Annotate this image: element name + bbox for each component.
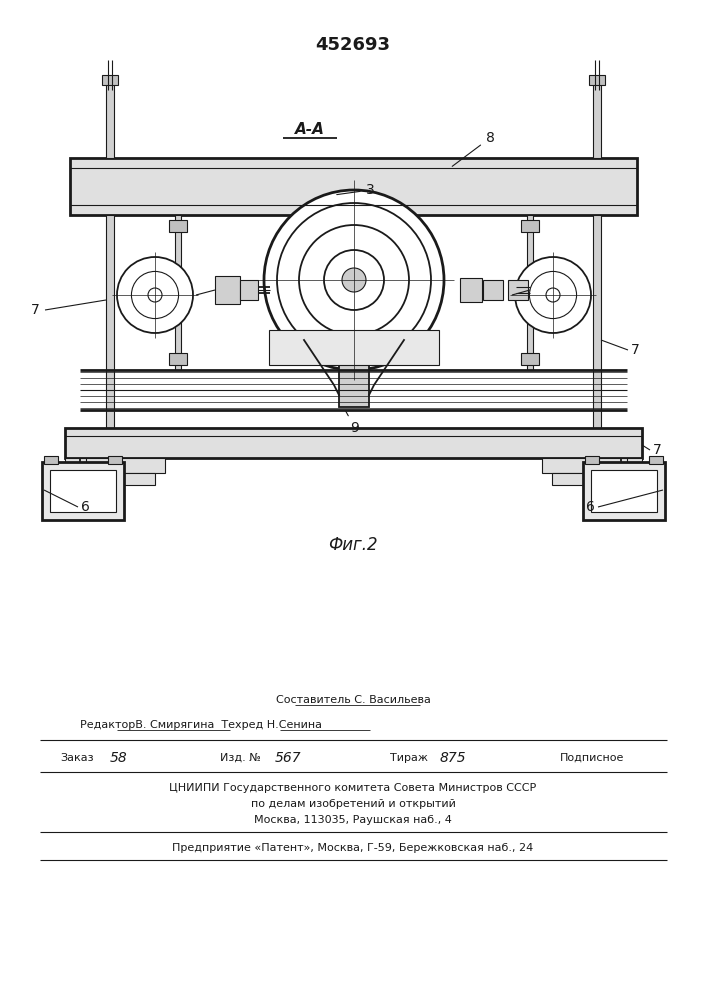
Circle shape xyxy=(117,257,193,333)
Bar xyxy=(70,158,637,215)
Circle shape xyxy=(132,271,179,319)
Circle shape xyxy=(546,288,560,302)
Text: 8: 8 xyxy=(452,131,494,166)
Bar xyxy=(527,215,533,370)
Text: Тираж: Тираж xyxy=(390,753,428,763)
Circle shape xyxy=(515,257,591,333)
Text: 567: 567 xyxy=(275,751,302,765)
Circle shape xyxy=(342,268,366,292)
Text: 58: 58 xyxy=(110,751,128,765)
Bar xyxy=(102,75,118,85)
Circle shape xyxy=(299,225,409,335)
Circle shape xyxy=(148,288,162,302)
Bar xyxy=(240,280,258,300)
Text: РедакторВ. Смирягина  Техред Н.Сенина: РедакторВ. Смирягина Техред Н.Сенина xyxy=(80,720,322,730)
Text: Фиг.2: Фиг.2 xyxy=(328,536,378,554)
Bar xyxy=(583,462,665,520)
Bar xyxy=(483,280,503,300)
Bar xyxy=(169,353,187,365)
Text: A-A: A-A xyxy=(295,122,325,137)
Text: по делам изобретений и открытий: по делам изобретений и открытий xyxy=(250,799,455,809)
Bar xyxy=(108,456,122,464)
Text: 7: 7 xyxy=(30,303,40,317)
Bar xyxy=(585,456,599,464)
Circle shape xyxy=(277,203,431,357)
Circle shape xyxy=(346,385,362,401)
Bar xyxy=(169,220,187,232)
Bar xyxy=(339,365,369,407)
Bar xyxy=(50,470,116,512)
Bar xyxy=(591,470,657,512)
Text: 452693: 452693 xyxy=(315,36,390,54)
Bar xyxy=(65,458,165,473)
Bar xyxy=(44,456,58,464)
Text: 6: 6 xyxy=(81,500,90,514)
Circle shape xyxy=(324,250,384,310)
Bar xyxy=(593,80,601,158)
Bar xyxy=(593,215,601,428)
Bar xyxy=(175,215,181,370)
Text: Подписное: Подписное xyxy=(560,753,624,763)
Bar xyxy=(552,473,632,485)
Text: 6: 6 xyxy=(585,500,595,514)
Text: Заказ: Заказ xyxy=(60,753,93,763)
Circle shape xyxy=(530,271,577,319)
Bar xyxy=(521,220,539,232)
Bar xyxy=(106,80,114,158)
Bar xyxy=(460,278,482,302)
Bar xyxy=(521,353,539,365)
Bar xyxy=(65,428,642,458)
Text: 3: 3 xyxy=(337,183,375,197)
Bar xyxy=(508,280,528,300)
Bar xyxy=(542,458,642,473)
Bar xyxy=(269,330,439,365)
Text: 7: 7 xyxy=(631,343,639,357)
Bar xyxy=(75,473,155,485)
Bar xyxy=(589,75,605,85)
Text: Составитель С. Васильева: Составитель С. Васильева xyxy=(276,695,431,705)
Text: 9: 9 xyxy=(345,410,359,435)
Text: Москва, 113035, Раушская наб., 4: Москва, 113035, Раушская наб., 4 xyxy=(254,815,452,825)
Text: Изд. №: Изд. № xyxy=(220,753,261,763)
Bar xyxy=(215,276,240,304)
Circle shape xyxy=(264,190,444,370)
Text: 875: 875 xyxy=(440,751,467,765)
Text: 7: 7 xyxy=(653,443,661,457)
Bar xyxy=(42,462,124,520)
Bar xyxy=(649,456,663,464)
Bar xyxy=(106,215,114,428)
Text: Предприятие «Патент», Москва, Г-59, Бережковская наб., 24: Предприятие «Патент», Москва, Г-59, Бере… xyxy=(173,843,534,853)
Text: ЦНИИПИ Государственного комитета Совета Министров СССР: ЦНИИПИ Государственного комитета Совета … xyxy=(170,783,537,793)
